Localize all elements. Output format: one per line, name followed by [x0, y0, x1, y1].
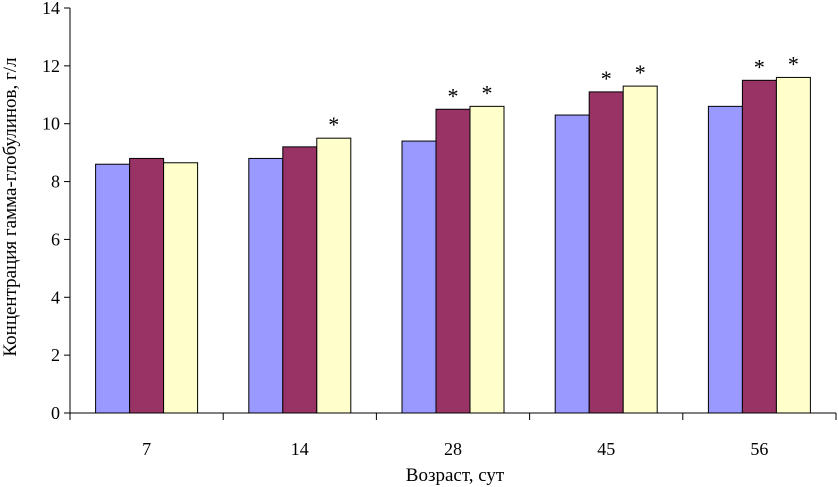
y-tick-label: 2 — [51, 345, 60, 365]
x-tick-label: 56 — [750, 439, 768, 459]
bar-series-1 — [707, 105, 743, 414]
y-tick-label: 14 — [42, 0, 60, 18]
x-tick-label: 7 — [142, 439, 151, 459]
bar-series-2 — [435, 108, 471, 414]
y-axis: 0 2 4 6 8 10 12 14 — [42, 0, 71, 423]
bar-series-1 — [554, 114, 590, 414]
bar-series-2 — [588, 91, 624, 414]
bar-series-3 — [622, 85, 658, 414]
y-tick-label: 10 — [42, 114, 60, 134]
x-tick-label: 14 — [291, 439, 309, 459]
significance-star: * — [754, 54, 765, 79]
x-axis: 7 14 28 45 56 — [69, 412, 837, 459]
y-axis-title: Концентрация гамма-глобулинов, г/л — [0, 57, 21, 357]
significance-star: * — [635, 60, 646, 85]
x-tick-label: 45 — [597, 439, 615, 459]
bar-series-1 — [401, 140, 437, 414]
bar-series-1 — [95, 163, 131, 414]
y-tick-label: 8 — [51, 172, 60, 192]
x-axis-title: Возраст, сут — [406, 465, 505, 486]
y-tick-label: 4 — [51, 287, 60, 307]
significance-star: * — [788, 51, 799, 76]
y-tick-label: 12 — [42, 56, 60, 76]
significance-star: * — [482, 80, 493, 105]
bar-series-3 — [775, 76, 811, 414]
bars — [95, 76, 811, 414]
x-tick-label: 28 — [444, 439, 462, 459]
significance-star: * — [448, 83, 459, 108]
bar-series-3 — [163, 162, 199, 414]
y-tick-label: 0 — [51, 403, 60, 423]
bar-series-2 — [282, 146, 318, 414]
bar-series-3 — [469, 105, 505, 414]
significance-star: * — [328, 112, 339, 137]
bar-series-1 — [248, 157, 284, 414]
bar-series-2 — [129, 157, 165, 414]
bar-series-2 — [741, 79, 777, 414]
bar-series-3 — [316, 137, 352, 414]
y-tick-label: 6 — [51, 229, 60, 249]
significance-markers: * * * * * * * — [328, 51, 799, 137]
significance-star: * — [601, 66, 612, 91]
